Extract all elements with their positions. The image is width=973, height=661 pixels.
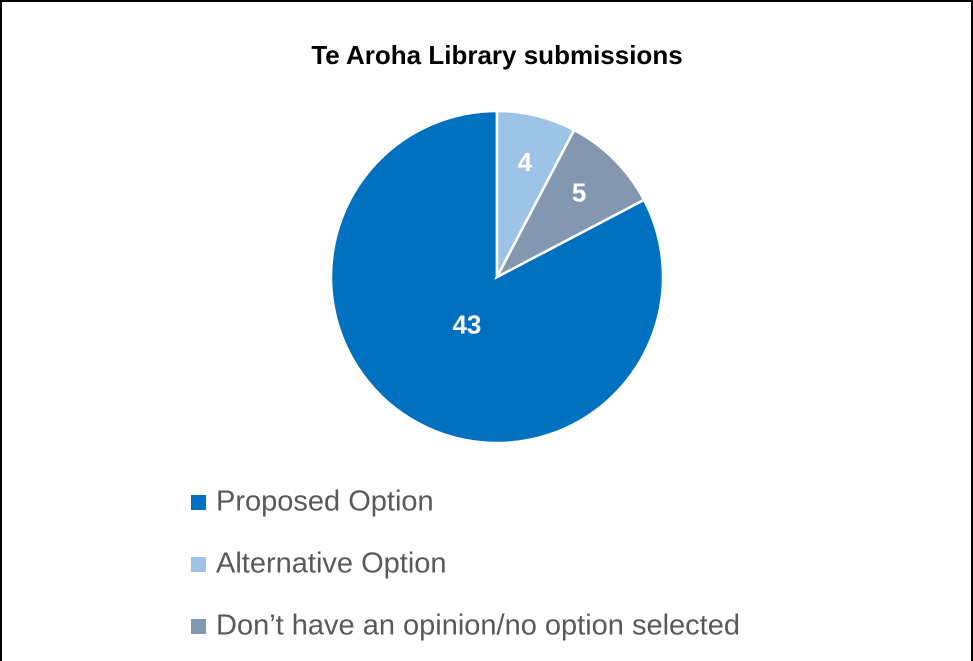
chart-title: Te Aroha Library submissions xyxy=(311,40,682,70)
legend-swatch xyxy=(191,619,206,634)
data-label: 4 xyxy=(518,147,533,177)
legend-swatch xyxy=(191,557,206,572)
legend-label: Proposed Option xyxy=(216,486,434,518)
data-label: 5 xyxy=(572,178,586,208)
legend-label: Alternative Option xyxy=(216,548,447,580)
pie-slice xyxy=(494,128,646,280)
legend-label: Don’t have an opinion/no option selected xyxy=(216,610,740,642)
data-label: 43 xyxy=(452,310,481,340)
legend-swatch xyxy=(191,495,206,510)
